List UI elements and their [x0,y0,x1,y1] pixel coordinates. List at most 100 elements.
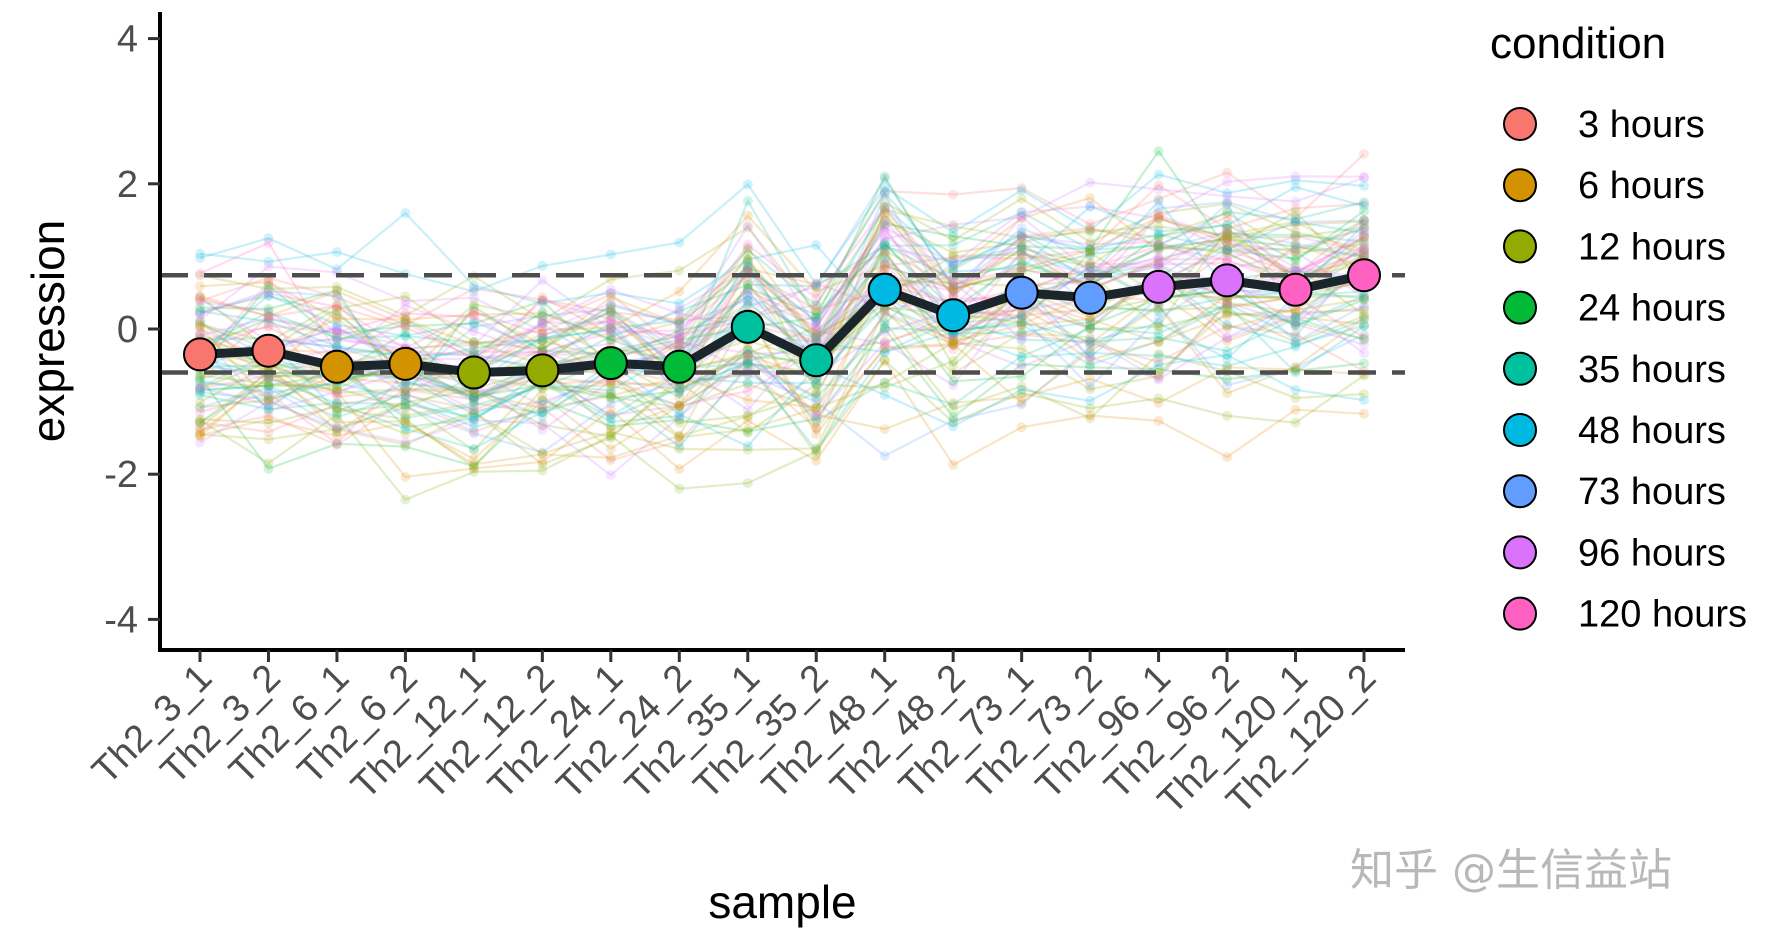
background-point [879,218,890,229]
background-point [537,329,548,340]
background-line [199,257,1365,438]
background-point [1016,231,1027,242]
background-point [879,260,890,271]
background-point [605,380,616,391]
background-point [537,407,548,418]
background-point [1222,247,1233,257]
y-tick-label: 0 [117,309,138,351]
background-point [1290,216,1301,227]
background-point [468,405,479,416]
background-point [400,394,411,405]
background-point [468,317,479,327]
background-point [537,319,548,330]
background-line [199,343,1365,461]
background-point [879,189,890,200]
mean-point-th2-6-2 [388,346,423,381]
background-point [331,313,342,324]
background-point [1016,388,1027,399]
background-point [605,404,616,415]
background-point [742,355,753,366]
background-point [879,188,890,199]
background-point [1222,188,1233,199]
background-point [263,312,274,323]
background-point [468,404,479,415]
background-point [1359,329,1369,340]
background-point [1359,232,1369,243]
background-point [742,285,753,296]
background-point [605,443,616,454]
background-point [263,399,274,410]
background-point [468,463,479,474]
background-point [1222,306,1233,317]
background-point [1016,249,1027,260]
background-point [879,239,890,250]
background-point [468,415,479,426]
background-point [1016,359,1027,370]
background-point [263,395,274,406]
background-point [879,208,890,219]
background-point [1222,245,1233,255]
background-point [948,412,959,423]
legend-label: 120 hours [1578,594,1747,636]
background-point [1222,452,1233,462]
background-point [1359,309,1369,320]
background-point [605,301,616,312]
background-point [1290,304,1301,315]
background-point [1222,226,1233,237]
background-point [1085,352,1096,363]
background-point [742,348,753,359]
background-point [1222,353,1233,364]
background-point [1085,342,1096,353]
background-point [195,296,205,306]
background-point [537,344,548,355]
background-point [879,215,890,226]
background-point [1222,410,1233,421]
background-point [879,307,890,318]
background-point [1290,341,1301,352]
background-point [742,261,753,272]
background-point [674,237,685,248]
background-point [1290,248,1301,259]
background-point [263,283,274,294]
background-point [263,418,274,429]
background-point [1016,334,1027,345]
background-point [331,399,342,410]
background-point [331,386,342,397]
background-point [331,426,342,437]
background-point [400,418,411,429]
background-point [674,412,685,423]
background-point [879,260,890,271]
background-point [1085,226,1096,237]
background-point [1153,332,1164,343]
background-point [811,446,822,457]
background-point [1222,167,1233,178]
background-gene-lines [195,146,1369,505]
background-point [1290,319,1301,330]
background-point [195,402,205,413]
background-point [1222,350,1233,360]
background-point [263,374,274,385]
background-point [674,306,685,316]
background-point [674,400,685,411]
background-point [537,448,548,459]
background-point [263,322,274,333]
background-point [1359,301,1369,311]
background-point [1290,365,1301,376]
y-axis-title: expression [22,220,74,442]
background-point [1359,232,1369,243]
background-point [263,463,274,474]
background-point [948,257,959,267]
background-point [742,280,753,291]
background-point [1290,196,1301,207]
background-point [537,307,548,318]
background-point [1153,318,1164,329]
background-point [948,376,959,387]
background-point [195,378,205,389]
mean-point-th2-120-1 [1278,272,1313,307]
background-point [1016,243,1027,254]
background-point [263,307,274,318]
background-point [1085,201,1096,212]
background-point [674,330,685,341]
background-point [400,380,411,391]
